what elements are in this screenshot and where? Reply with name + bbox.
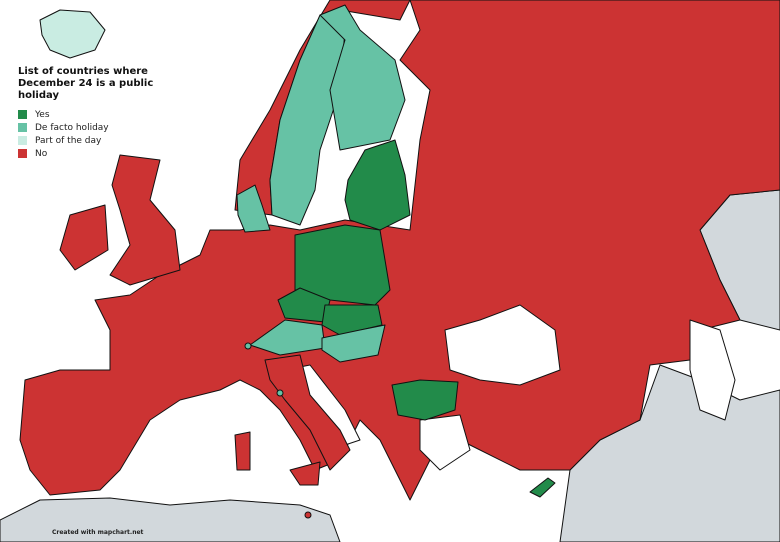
sardinia [234,431,251,471]
legend-label: Yes [35,109,50,120]
baltic-states [344,139,411,231]
finland [319,4,406,151]
legend-item-no: No [18,147,168,160]
caspian-sea [689,319,736,421]
san-marino [276,389,284,397]
sweden [269,14,346,226]
great-britain [109,154,181,286]
north-africa [0,497,341,542]
sicily [289,461,321,486]
austria [249,319,326,356]
legend-item-part-of-day: Part of the day [18,134,168,147]
legend-swatch [18,149,27,158]
legend-title: List of countries where December 24 is a… [18,66,154,101]
legend-swatch [18,110,27,119]
italy [264,354,351,471]
legend-item-de-facto: De facto holiday [18,121,168,134]
black-sea [444,304,561,386]
liechtenstein [244,342,252,350]
cyprus [529,477,556,498]
bulgaria [391,379,459,421]
hungary [321,324,386,363]
legend-swatch [18,136,27,145]
credit: Created with mapchart.net [52,529,144,536]
legend-item-yes: Yes [18,108,168,121]
legend-label: Part of the day [35,135,102,146]
denmark [236,184,271,233]
malta [304,511,312,519]
legend-swatch [18,123,27,132]
legend: List of countries where December 24 is a… [18,66,168,160]
aegean-sea [419,414,471,471]
ireland [59,204,109,271]
legend-label: No [35,148,48,159]
iceland [39,9,106,59]
legend-label: De facto holiday [35,122,109,133]
